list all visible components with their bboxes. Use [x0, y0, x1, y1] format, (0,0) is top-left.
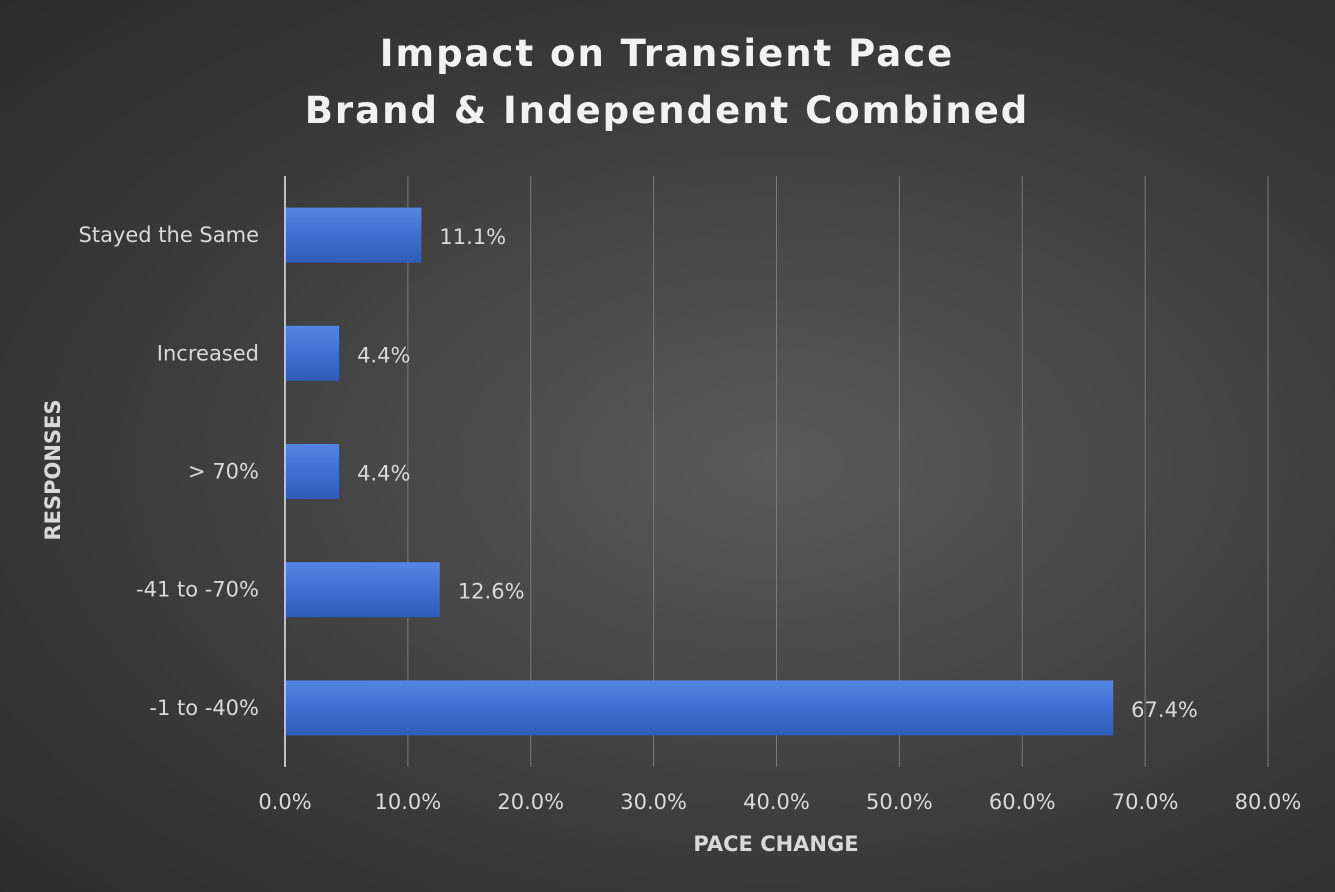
x-tick-label: 30.0% [620, 790, 687, 814]
chart-subtitle: Brand & Independent Combined [305, 89, 1030, 132]
data-label: 11.1% [439, 225, 506, 249]
x-tick-label: 50.0% [866, 790, 933, 814]
y-axis-title: RESPONSES [41, 399, 65, 540]
category-label: Increased [157, 341, 259, 365]
bar [285, 680, 1114, 736]
x-axis-title: PACE CHANGE [693, 832, 858, 856]
category-label: -1 to -40% [149, 696, 259, 720]
x-tick-label: 60.0% [989, 790, 1056, 814]
x-tick-label: 70.0% [1112, 790, 1179, 814]
x-tick-label: 0.0% [258, 790, 311, 814]
bar [285, 444, 340, 499]
x-tick-label: 80.0% [1235, 790, 1302, 814]
gridlines [407, 176, 1269, 767]
data-label: 4.4% [357, 462, 410, 486]
category-label: -41 to -70% [136, 578, 259, 602]
category-label: > 70% [188, 460, 259, 484]
data-labels: 11.1% 4.4% 4.4% 12.6% 67.4% [357, 225, 1198, 722]
x-tick-label: 20.0% [497, 790, 564, 814]
bars [285, 207, 1114, 736]
x-tick-label: 40.0% [743, 790, 810, 814]
category-labels: Stayed the Same Increased > 70% -41 to -70%… [79, 223, 260, 720]
bar [285, 562, 440, 618]
data-label: 4.4% [357, 343, 410, 367]
data-label: 12.6% [458, 580, 525, 604]
chart-title: Impact on Transient Pace [380, 32, 954, 75]
x-tick-label: 10.0% [375, 790, 442, 814]
x-tick-labels: 0.0% 10.0% 20.0% 30.0% 40.0% 50.0% 60.0% 70.0% 8… [258, 790, 1301, 814]
bar [285, 325, 340, 381]
category-label: Stayed the Same [79, 223, 260, 247]
data-label: 67.4% [1131, 698, 1198, 722]
bar [285, 207, 422, 263]
